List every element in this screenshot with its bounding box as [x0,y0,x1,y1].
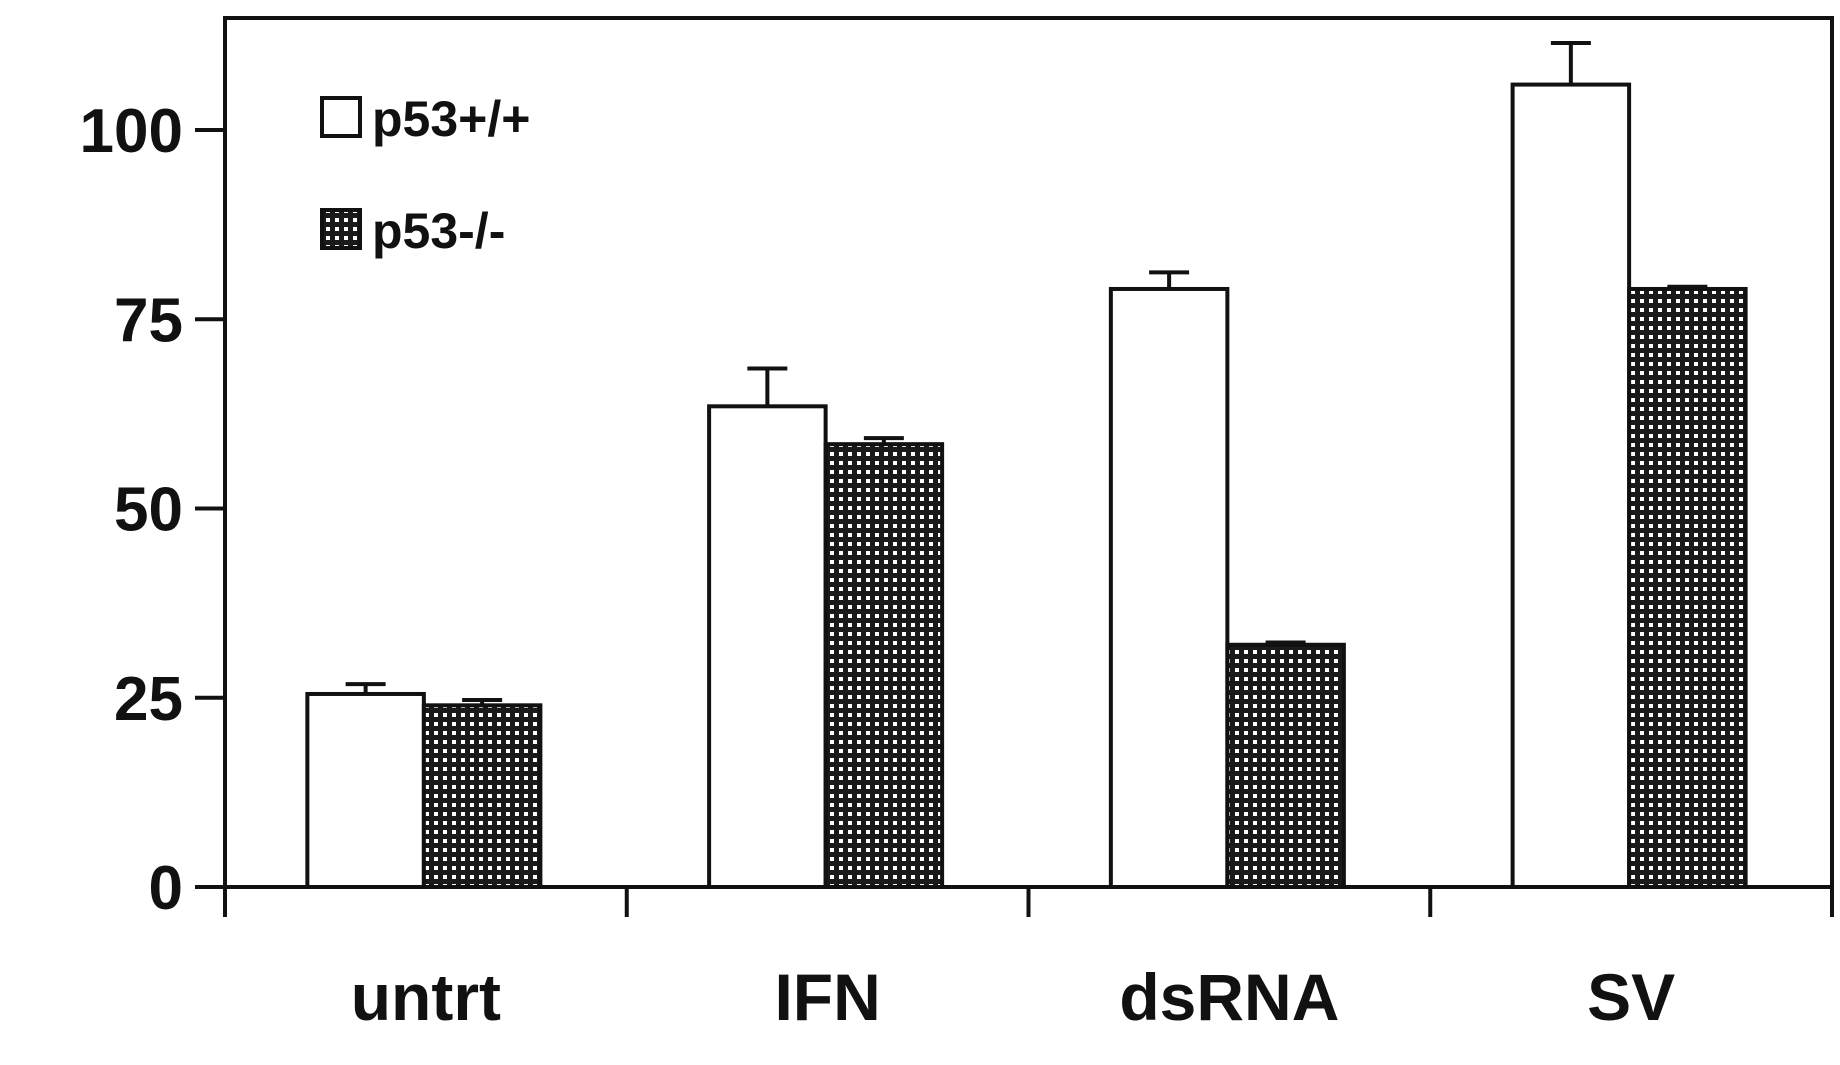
legend-swatch-p53-ko [320,208,362,250]
y-tick-label: 0 [149,854,183,923]
category-label-dsRNA: dsRNA [1119,960,1339,1034]
category-label-IFN: IFN [774,960,880,1034]
legend: p53+/+ p53-/- [320,91,530,259]
bar-p53-wt-dsRNA [1108,286,1230,890]
y-tick-label: 50 [114,476,183,545]
bar-p53-wt-SV [1510,82,1632,889]
bar-p53-ko-untrt [421,703,543,889]
bar-p53-ko-IFN [823,442,945,889]
legend-label-p53-wt: p53+/+ [372,91,530,147]
bar-p53-ko-dsRNA [1225,642,1346,890]
bar-p53-ko-SV [1627,286,1748,890]
legend-label-p53-ko: p53-/- [372,203,505,259]
category-label-untrt: untrt [351,960,501,1034]
bar-p53-wt-IFN [707,404,828,889]
error-bars [345,40,1708,706]
category-labels: untrt IFN dsRNA SV [351,960,1675,1034]
y-tick-label: 75 [114,286,183,355]
bars [305,82,1748,890]
category-label-SV: SV [1587,960,1675,1034]
y-axis: 0 25 50 75 100 [80,97,225,923]
legend-swatch-p53-wt [320,96,362,138]
bar-p53-wt-untrt [305,691,426,890]
x-axis-ticks [223,887,1834,917]
y-tick-label: 100 [80,97,183,166]
y-tick-label: 25 [114,665,183,734]
